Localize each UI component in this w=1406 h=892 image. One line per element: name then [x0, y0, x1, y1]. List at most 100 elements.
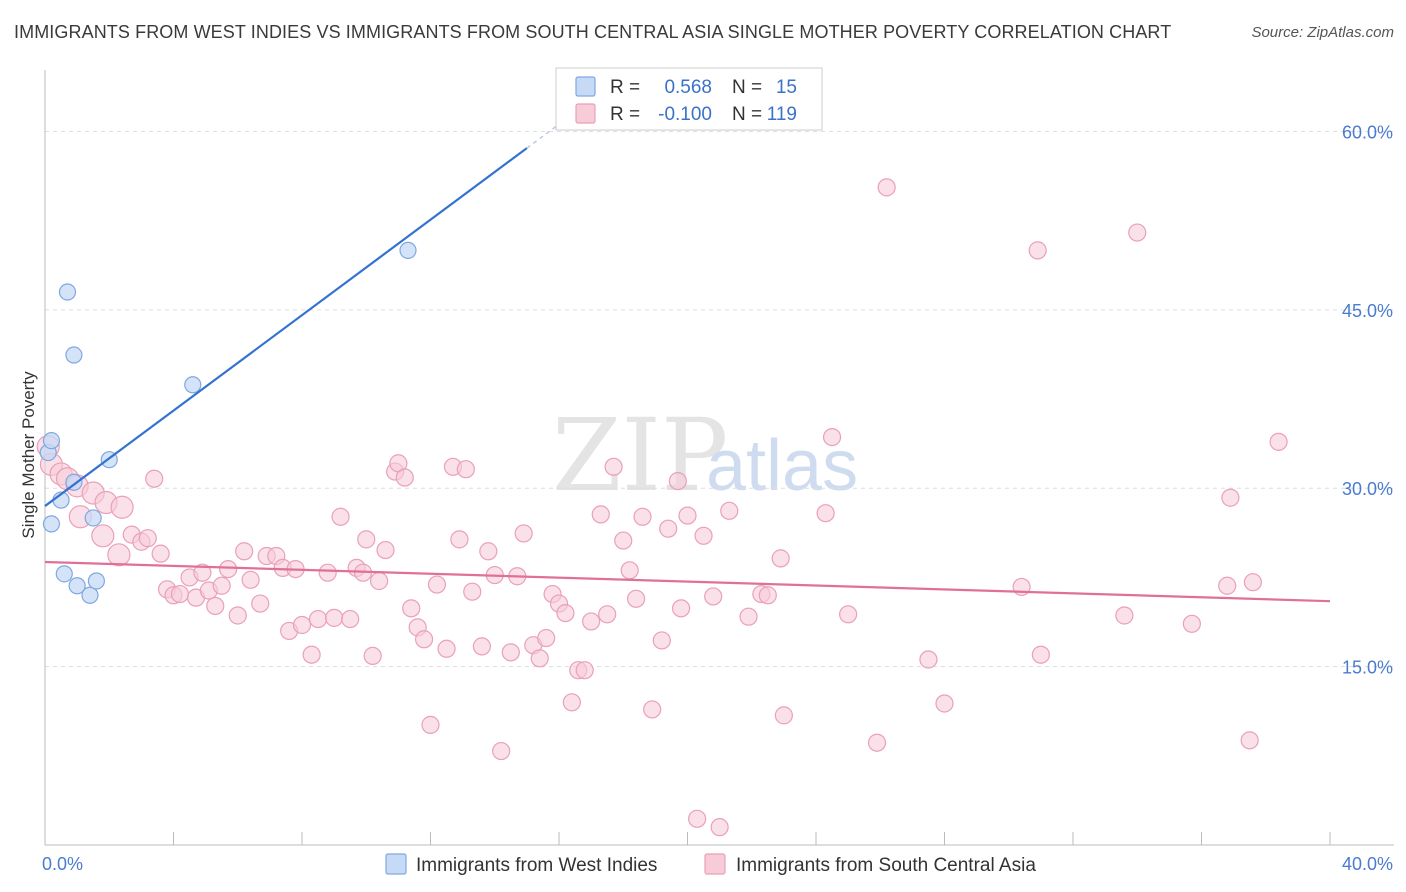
point-west-indies-4	[55, 565, 73, 583]
point-south-central-asia-114	[1218, 576, 1237, 595]
point-south-central-asia-15	[151, 544, 170, 563]
point-south-central-asia-101	[816, 504, 835, 523]
point-south-central-asia-38	[318, 563, 337, 582]
point-south-central-asia-27	[235, 542, 254, 561]
stats-r-label-pink: R =	[610, 104, 640, 125]
legend: Immigrants from West Indies Immigrants f…	[385, 853, 1036, 876]
point-south-central-asia-83	[626, 589, 646, 608]
point-south-central-asia-111	[1115, 606, 1134, 625]
point-south-central-asia-55	[427, 575, 447, 594]
point-south-central-asia-79	[598, 605, 617, 624]
point-south-central-asia-76	[575, 661, 594, 680]
chart-title: IMMIGRANTS FROM WEST INDIES VS IMMIGRANT…	[14, 22, 1172, 42]
point-south-central-asia-107	[935, 694, 954, 713]
point-west-indies-5	[58, 283, 77, 301]
y-tick-label-3: 60.0%	[1342, 122, 1393, 142]
point-south-central-asia-51	[402, 599, 421, 618]
point-south-central-asia-54	[421, 715, 440, 734]
point-south-central-asia-28	[241, 570, 260, 589]
point-south-central-asia-46	[370, 571, 389, 591]
point-south-central-asia-69	[530, 649, 549, 668]
point-south-central-asia-13	[138, 529, 157, 548]
legend-swatch-west-indies[interactable]	[385, 853, 407, 875]
y-axis-label: Single Mother Poverty	[19, 371, 38, 539]
legend-label-south-central-asia[interactable]: Immigrants from South Central Asia	[736, 855, 1036, 876]
stats-r-label-blue: R =	[610, 77, 640, 98]
x-tick-label-1: 40.0%	[1342, 854, 1393, 874]
point-south-central-asia-9	[107, 543, 131, 567]
stats-r-value-pink: -0.100	[658, 104, 712, 125]
stats-n-value-blue: 15	[776, 77, 797, 98]
point-south-central-asia-37	[308, 609, 328, 629]
x-tick-labels: 0.0% 40.0%	[42, 854, 1393, 874]
point-south-central-asia-65	[501, 643, 520, 662]
point-south-central-asia-117	[1243, 573, 1263, 592]
point-south-central-asia-36	[302, 645, 321, 664]
point-south-central-asia-98	[758, 586, 777, 605]
point-south-central-asia-91	[688, 809, 707, 828]
point-south-central-asia-81	[614, 531, 633, 550]
point-south-central-asia-78	[591, 505, 610, 524]
point-south-central-asia-14	[145, 469, 164, 488]
point-west-indies-11	[87, 572, 106, 590]
y-tick-label-2: 45.0%	[1342, 301, 1393, 321]
stats-swatch-blue	[575, 76, 596, 97]
point-south-central-asia-67	[514, 524, 533, 543]
point-west-indies-1	[42, 432, 61, 450]
point-south-central-asia-105	[877, 178, 896, 197]
point-south-central-asia-59	[456, 460, 475, 479]
point-south-central-asia-18	[170, 584, 190, 604]
point-south-central-asia-23	[206, 596, 225, 616]
point-south-central-asia-44	[357, 530, 376, 549]
x-tick-label-0: 0.0%	[42, 854, 83, 874]
stats-n-label-pink: N =	[732, 104, 762, 125]
point-south-central-asia-60	[463, 582, 482, 601]
point-south-central-asia-64	[492, 741, 511, 761]
point-south-central-asia-26	[228, 606, 247, 625]
y-tick-labels: 15.0% 30.0% 45.0% 60.0%	[1342, 122, 1393, 677]
point-south-central-asia-116	[1240, 731, 1259, 750]
point-south-central-asia-87	[659, 519, 678, 538]
trend-line-west-indies	[44, 147, 528, 507]
point-south-central-asia-74	[562, 693, 581, 712]
point-south-central-asia-95	[720, 501, 739, 520]
point-west-indies-10	[84, 509, 102, 527]
point-south-central-asia-10	[110, 495, 134, 519]
point-south-central-asia-53	[414, 630, 434, 649]
point-south-central-asia-93	[704, 587, 723, 606]
point-south-central-asia-29	[251, 594, 270, 613]
point-south-central-asia-90	[678, 506, 697, 525]
point-south-central-asia-109	[1028, 241, 1047, 260]
legend-swatch-south-central-asia[interactable]	[704, 853, 726, 875]
point-south-central-asia-103	[839, 605, 858, 624]
point-south-central-asia-35	[292, 615, 312, 635]
point-south-central-asia-88	[668, 471, 687, 491]
stats-n-label-blue: N =	[732, 77, 762, 98]
point-south-central-asia-77	[582, 612, 601, 631]
stats-box-frame	[555, 67, 823, 131]
watermark-zip: ZIP	[552, 397, 728, 514]
point-south-central-asia-41	[341, 609, 360, 629]
point-south-central-asia-50	[395, 468, 414, 487]
point-south-central-asia-86	[652, 631, 671, 650]
point-west-indies-8	[68, 577, 86, 595]
point-south-central-asia-82	[620, 561, 639, 580]
point-south-central-asia-47	[376, 540, 395, 560]
legend-label-west-indies[interactable]: Immigrants from West Indies	[416, 855, 657, 876]
point-south-central-asia-96	[739, 607, 758, 626]
point-west-indies-6	[65, 346, 83, 364]
point-south-central-asia-102	[822, 427, 842, 447]
point-south-central-asia-62	[479, 542, 498, 561]
series-west-indies	[39, 241, 417, 604]
stats-swatch-pink	[575, 103, 596, 124]
point-south-central-asia-61	[472, 637, 491, 656]
point-south-central-asia-24	[212, 576, 231, 595]
point-south-central-asia-112	[1128, 223, 1147, 242]
point-south-central-asia-113	[1182, 614, 1201, 633]
point-south-central-asia-89	[671, 599, 691, 618]
point-south-central-asia-85	[643, 700, 662, 719]
point-south-central-asia-7	[91, 524, 115, 548]
point-south-central-asia-80	[604, 457, 623, 476]
point-south-central-asia-84	[633, 507, 652, 526]
